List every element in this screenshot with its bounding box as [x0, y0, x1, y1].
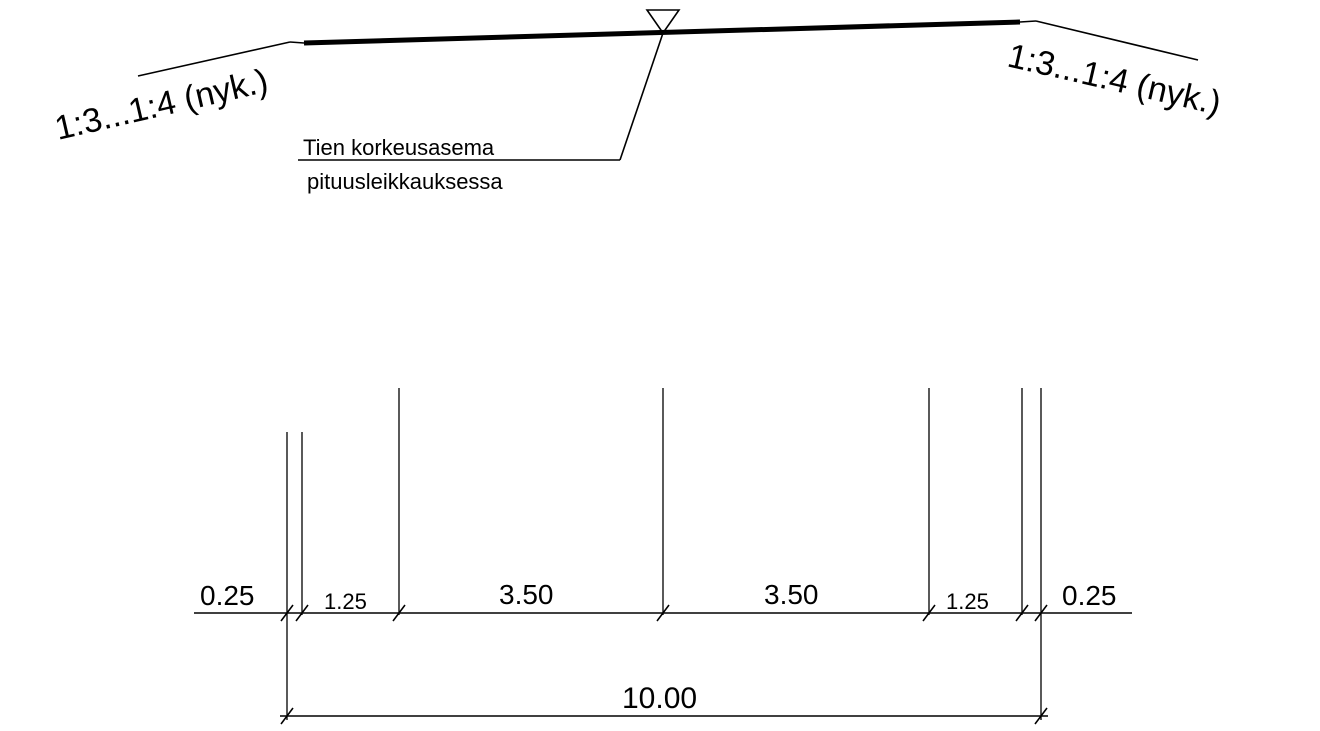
left-embankment-slope [137, 41, 291, 77]
extension-lines [286, 388, 1042, 720]
dim-right-lane: 3.50 [764, 579, 819, 610]
dim-left-lane: 3.50 [499, 579, 554, 610]
dim-right-edge: 0.25 [1062, 580, 1117, 611]
dim-left-edge: 0.25 [200, 580, 255, 611]
right-embankment-slope [1035, 20, 1199, 61]
left-shoulder-edge [289, 41, 305, 44]
elevation-note-leader [298, 32, 664, 161]
elevation-marker-triangle [645, 9, 681, 35]
elevation-note-line1: Tien korkeusasema [303, 135, 495, 160]
dim-right-shoulder: 1.25 [946, 589, 989, 614]
elevation-note-line2: pituusleikkauksessa [307, 169, 503, 194]
dim-left-shoulder: 1.25 [324, 589, 367, 614]
right-shoulder-edge [1019, 20, 1037, 23]
dim-total: 10.00 [622, 682, 697, 715]
dimension-ticks [280, 604, 1048, 725]
left-slope-label: 1:3...1:4 (nyk.) [51, 62, 271, 148]
right-slope-label: 1:3...1:4 (nyk.) [1004, 37, 1224, 123]
